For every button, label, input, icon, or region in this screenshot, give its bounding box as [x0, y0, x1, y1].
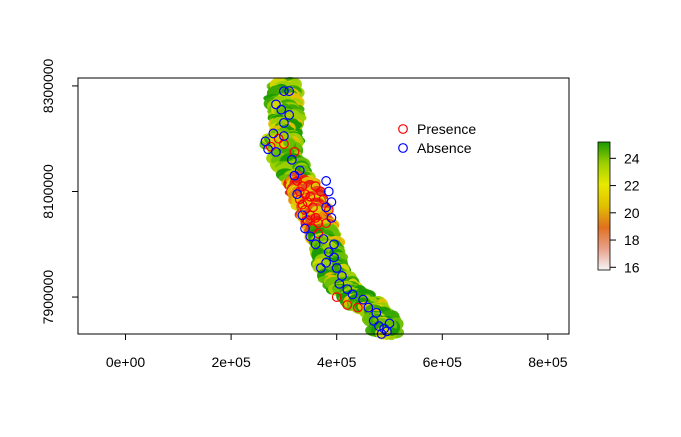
- absence-point: [297, 210, 308, 221]
- absence-point: [334, 278, 345, 289]
- absence-point: [284, 110, 295, 120]
- x-tick-label: 8e+05: [528, 354, 568, 370]
- absence-point: [305, 231, 316, 242]
- absence-point: [342, 284, 353, 295]
- presence-point: [305, 210, 316, 221]
- presence-point: [273, 133, 284, 144]
- y-tick-label: 8300000: [40, 58, 56, 113]
- x-tick-label: 6e+05: [423, 354, 463, 370]
- absence-point: [347, 289, 358, 300]
- absence-point: [289, 170, 300, 181]
- absence-point: [358, 294, 368, 305]
- colorbar-tick-label: 18: [624, 232, 640, 248]
- absence-point: [315, 263, 326, 273]
- absence-point: [300, 223, 310, 234]
- absence-point: [321, 176, 332, 186]
- presence-point: [321, 218, 332, 229]
- legend-presence-label: Presence: [417, 121, 476, 137]
- colorbar-scale: [597, 141, 611, 271]
- legend-absence-symbol: [398, 143, 408, 153]
- presence-point: [279, 139, 289, 149]
- absence-point: [286, 154, 297, 165]
- presence-point: [342, 300, 353, 310]
- presence-point: [265, 141, 276, 152]
- absence-point: [310, 239, 321, 250]
- presence-point: [305, 191, 316, 202]
- absence-point: [284, 86, 295, 97]
- absence-point: [323, 247, 334, 258]
- raster-cell: [283, 137, 296, 148]
- absence-point: [323, 186, 334, 197]
- absence-point: [329, 239, 339, 250]
- absence-point: [326, 197, 337, 207]
- absence-point: [381, 326, 392, 337]
- presence-point: [352, 302, 363, 313]
- absence-point: [318, 234, 329, 244]
- presence-point: [297, 199, 308, 210]
- absence-point: [279, 117, 289, 128]
- absence-point: [279, 131, 289, 141]
- absence-point: [321, 202, 332, 213]
- colorbar-tick-label: 16: [624, 259, 640, 275]
- presence-point: [313, 218, 324, 229]
- absence-point: [294, 165, 305, 176]
- x-tick-label: 4e+05: [317, 354, 357, 370]
- absence-point: [268, 128, 279, 139]
- colorbar-tick-label: 22: [624, 178, 640, 194]
- absence-point: [379, 323, 390, 334]
- absence-point: [292, 189, 303, 200]
- presence-point: [331, 292, 342, 302]
- absence-point: [368, 315, 379, 326]
- x-axis: 0e+00 2e+05 4e+05 6e+05 8e+05: [106, 333, 568, 370]
- absence-point: [331, 263, 342, 273]
- presence-point: [292, 176, 303, 186]
- colorbar-tick-label: 20: [624, 205, 640, 221]
- presence-point: [310, 181, 321, 192]
- legend-presence-symbol: [398, 124, 408, 134]
- y-tick-label: 7900000: [40, 270, 56, 325]
- y-tick-label: 8100000: [40, 164, 56, 219]
- absence-point: [329, 252, 339, 263]
- presence-point: [294, 186, 305, 197]
- y-axis: 7900000 8100000 8300000: [40, 58, 79, 325]
- colorbar-tick-label: 24: [624, 150, 640, 166]
- legend: Presence Absence: [398, 121, 476, 156]
- occurrence-points: [260, 86, 395, 339]
- sst-raster-layer: [259, 77, 405, 341]
- absence-point: [271, 99, 281, 110]
- absence-point: [326, 212, 337, 223]
- x-tick-label: 0e+00: [106, 354, 146, 370]
- absence-point: [271, 146, 281, 157]
- absence-point: [276, 104, 287, 115]
- absence-point: [363, 302, 374, 313]
- absence-point: [279, 86, 289, 97]
- colorbar-ticks: 16 18 20 22 24: [610, 150, 640, 275]
- presence-point: [300, 205, 310, 215]
- colorbar: 16 18 20 22 24: [597, 141, 640, 275]
- absence-point: [321, 257, 332, 268]
- x-tick-label: 2e+05: [211, 354, 251, 370]
- legend-absence-label: Absence: [417, 140, 472, 156]
